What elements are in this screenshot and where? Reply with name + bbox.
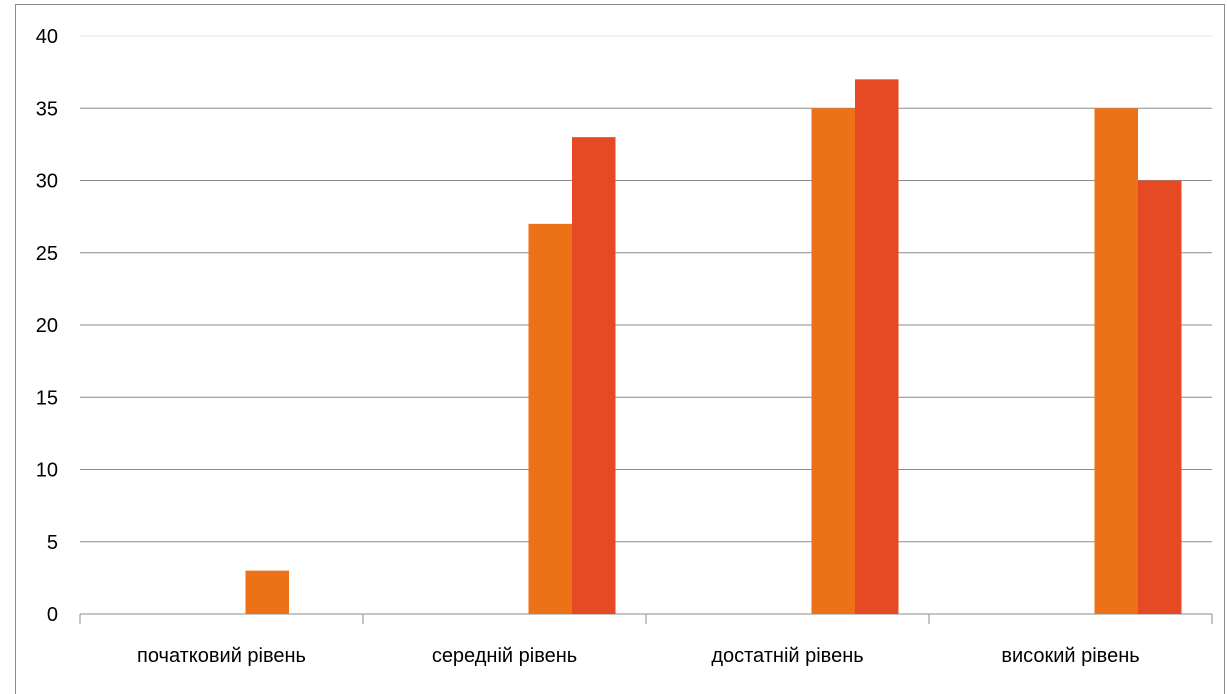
y-tick-label: 0: [47, 604, 58, 626]
x-tick-label: високий рівень: [1001, 645, 1139, 667]
bars: [245, 79, 1182, 615]
y-tick-label: 10: [36, 460, 58, 482]
labels: 0 5 10 15 20 25 30 35 40 початковий рівень середні…: [36, 26, 1140, 667]
y-tick-label: 30: [36, 171, 58, 193]
x-tick-label: початковий рівень: [137, 645, 306, 667]
bar-series1-1: [528, 223, 572, 614]
bar-series2-3: [1138, 180, 1182, 614]
bar-series2-2: [855, 79, 899, 615]
y-tick-label: 15: [36, 387, 58, 409]
bar-chart: 0 5 10 15 20 25 30 35 40 початковий рівень середні…: [36, 26, 1213, 667]
x-tick-label: достатній рівень: [711, 645, 863, 667]
y-tick-label: 40: [36, 26, 58, 48]
bar-series1-0: [245, 570, 289, 614]
gridlines: [80, 35, 1212, 543]
bar-series2-1: [572, 137, 616, 614]
y-tick-label: 25: [36, 243, 58, 265]
bar-series1-3: [1094, 108, 1138, 614]
y-tick-label: 35: [36, 98, 58, 120]
y-tick-label: 20: [36, 315, 58, 337]
y-tick-label: 5: [47, 532, 58, 554]
axes: [79, 613, 1213, 624]
x-tick-label: середній рівень: [432, 645, 577, 667]
bar-series1-2: [811, 108, 855, 614]
chart-frame: [15, 4, 1225, 694]
